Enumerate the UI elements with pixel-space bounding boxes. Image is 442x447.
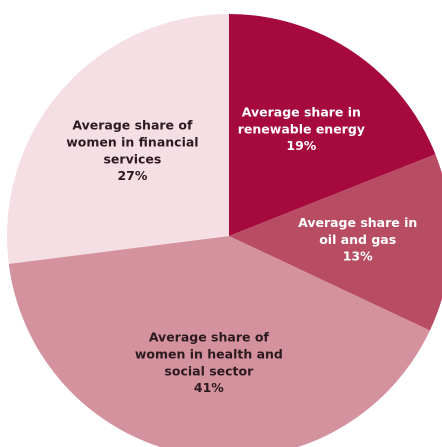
pie-slice [8,236,430,447]
value-label: 19% [286,138,316,153]
value-label: 41% [194,380,224,395]
value-label: 13% [343,249,373,264]
slice-label: Average share of women in financial servic… [66,117,198,166]
slice-label: Average share of women in health and socia… [135,329,283,378]
pie-slice [229,14,436,236]
slice-label: Average share in renewable energy [238,104,365,136]
pie-slice [6,14,229,264]
pie-slice [229,154,442,331]
value-label: 27% [117,168,147,183]
slice-label: Average share in oil and gas [298,215,417,247]
